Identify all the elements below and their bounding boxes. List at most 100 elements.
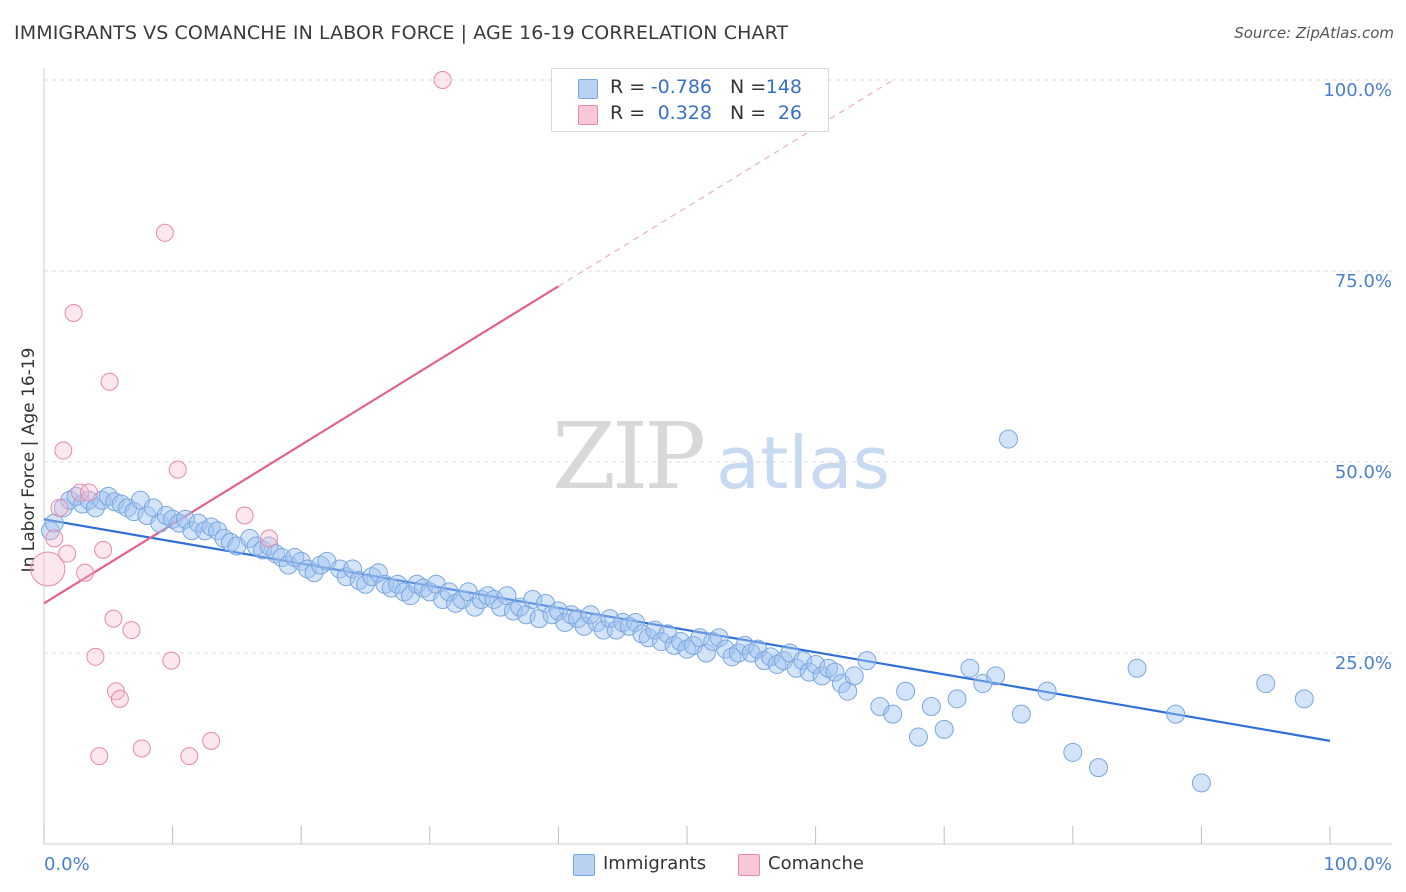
- immigrants-point: [857, 651, 877, 671]
- immigrants-point: [883, 704, 903, 724]
- comanche-point: [100, 372, 119, 391]
- immigrants-point: [548, 601, 568, 621]
- immigrants-point: [671, 632, 691, 652]
- immigrants-point: [786, 658, 806, 678]
- immigrants-point: [735, 635, 755, 655]
- comanche-point: [86, 647, 105, 666]
- immigrants-point: [960, 658, 980, 678]
- immigrants-point: [761, 647, 781, 667]
- y-tick-label: 100.0%: [1323, 80, 1392, 101]
- comanche-point: [71, 483, 90, 502]
- y-tick-label: 25.0%: [1335, 653, 1392, 674]
- comanche-point: [45, 529, 64, 548]
- immigrants-point: [568, 609, 588, 629]
- comanche-point: [202, 731, 221, 750]
- immigrants-point: [188, 513, 208, 533]
- immigrants-point: [799, 662, 819, 682]
- immigrants-point: [555, 612, 575, 632]
- comanche-point: [155, 223, 174, 242]
- immigrants-point: [175, 509, 195, 529]
- legend-swatch-comanche: [738, 854, 760, 876]
- legend-swatch-comanche: [578, 105, 598, 125]
- immigrants-trend-line: [43, 518, 1331, 742]
- comanche-point: [76, 563, 95, 582]
- y-tick-label: 75.0%: [1335, 271, 1392, 292]
- tick-labels: 25.0% 50.0% 75.0% 100.0% 0.0% 100.0%: [44, 80, 1392, 875]
- comanche-point: [90, 747, 109, 766]
- comanche-point: [64, 304, 83, 323]
- y-tick-label: 50.0%: [1335, 462, 1392, 483]
- x-tick-label: 0.0%: [44, 854, 90, 875]
- immigrants-point: [304, 563, 324, 583]
- immigrants-point: [986, 666, 1006, 686]
- immigrants-point: [716, 639, 736, 659]
- correlation-legend: R = -0.786 N = 148 R = 0.328 N = 26: [551, 68, 829, 132]
- watermark-atlas: atlas: [716, 421, 890, 505]
- comanche-point: [260, 529, 279, 548]
- legend-row-immigrants: R = -0.786 N = 148: [552, 75, 828, 101]
- immigrants-point: [1166, 704, 1186, 724]
- immigrants-point: [1191, 773, 1211, 793]
- immigrants-point: [709, 628, 729, 648]
- immigrants-point: [433, 590, 453, 610]
- immigrants-point: [1037, 681, 1057, 701]
- immigrants-point: [844, 666, 864, 686]
- immigrants-point: [1256, 674, 1276, 694]
- immigrants-point: [626, 612, 646, 632]
- axes: [43, 68, 1392, 845]
- immigrants-point: [53, 498, 73, 518]
- comanche-point: [162, 651, 181, 670]
- immigrants-point: [947, 689, 967, 709]
- immigrants-point: [343, 559, 363, 579]
- comanche-trend-line: [43, 285, 559, 605]
- immigrants-point: [574, 616, 594, 636]
- watermark-zip: ZIP: [552, 403, 703, 510]
- immigrants-point: [999, 429, 1018, 449]
- immigrants-point: [806, 654, 826, 674]
- immigrants-point: [523, 590, 543, 610]
- immigrants-point: [336, 567, 356, 587]
- immigrants-point: [934, 719, 954, 739]
- legend-r-label: R =: [610, 102, 646, 124]
- gridlines: [44, 79, 1392, 654]
- comanche-point: [58, 544, 77, 563]
- immigrants-point: [600, 609, 620, 629]
- legend-swatch-immigrants: [573, 854, 595, 876]
- immigrants-point: [1294, 689, 1314, 709]
- legend-swatch-immigrants: [578, 79, 598, 99]
- immigrants-point: [259, 536, 279, 556]
- immigrants-point: [696, 643, 716, 663]
- immigrants-point: [388, 574, 408, 594]
- immigrants-point: [356, 574, 375, 594]
- comanche-point: [433, 71, 452, 89]
- immigrants-point: [124, 502, 144, 522]
- chart-title: IMMIGRANTS VS COMANCHE IN LABOR FORCE | …: [14, 22, 789, 44]
- comanche-point: [94, 540, 113, 559]
- immigrants-point: [1063, 742, 1083, 762]
- comanche-point: [104, 609, 123, 628]
- immigrants-point: [1011, 704, 1031, 724]
- immigrants-point: [645, 620, 665, 640]
- immigrants-point: [1127, 658, 1147, 678]
- immigrants-point: [291, 551, 311, 571]
- comanche-point: [180, 747, 199, 766]
- immigrants-point: [150, 513, 170, 533]
- immigrants-point: [793, 651, 813, 671]
- trend-lines: [43, 79, 1331, 742]
- comanche-point: [168, 460, 187, 479]
- legend-n-value: 148: [765, 76, 802, 98]
- comanche-point: [122, 621, 141, 640]
- immigrants-point: [208, 521, 228, 541]
- comanche-point: [80, 483, 99, 502]
- comanche-point: [30, 551, 66, 587]
- source-label: Source: ZipAtlas.com: [1234, 24, 1394, 42]
- immigrants-point: [465, 597, 485, 617]
- y-axis-label: In Labor Force | Age 16-19: [19, 348, 39, 573]
- immigrants-point: [581, 605, 601, 625]
- immigrants-point: [491, 597, 511, 617]
- immigrants-point: [278, 555, 298, 575]
- watermark: ZIP atlas: [552, 403, 890, 510]
- immigrants-point: [825, 662, 845, 682]
- comanche-point: [50, 498, 69, 517]
